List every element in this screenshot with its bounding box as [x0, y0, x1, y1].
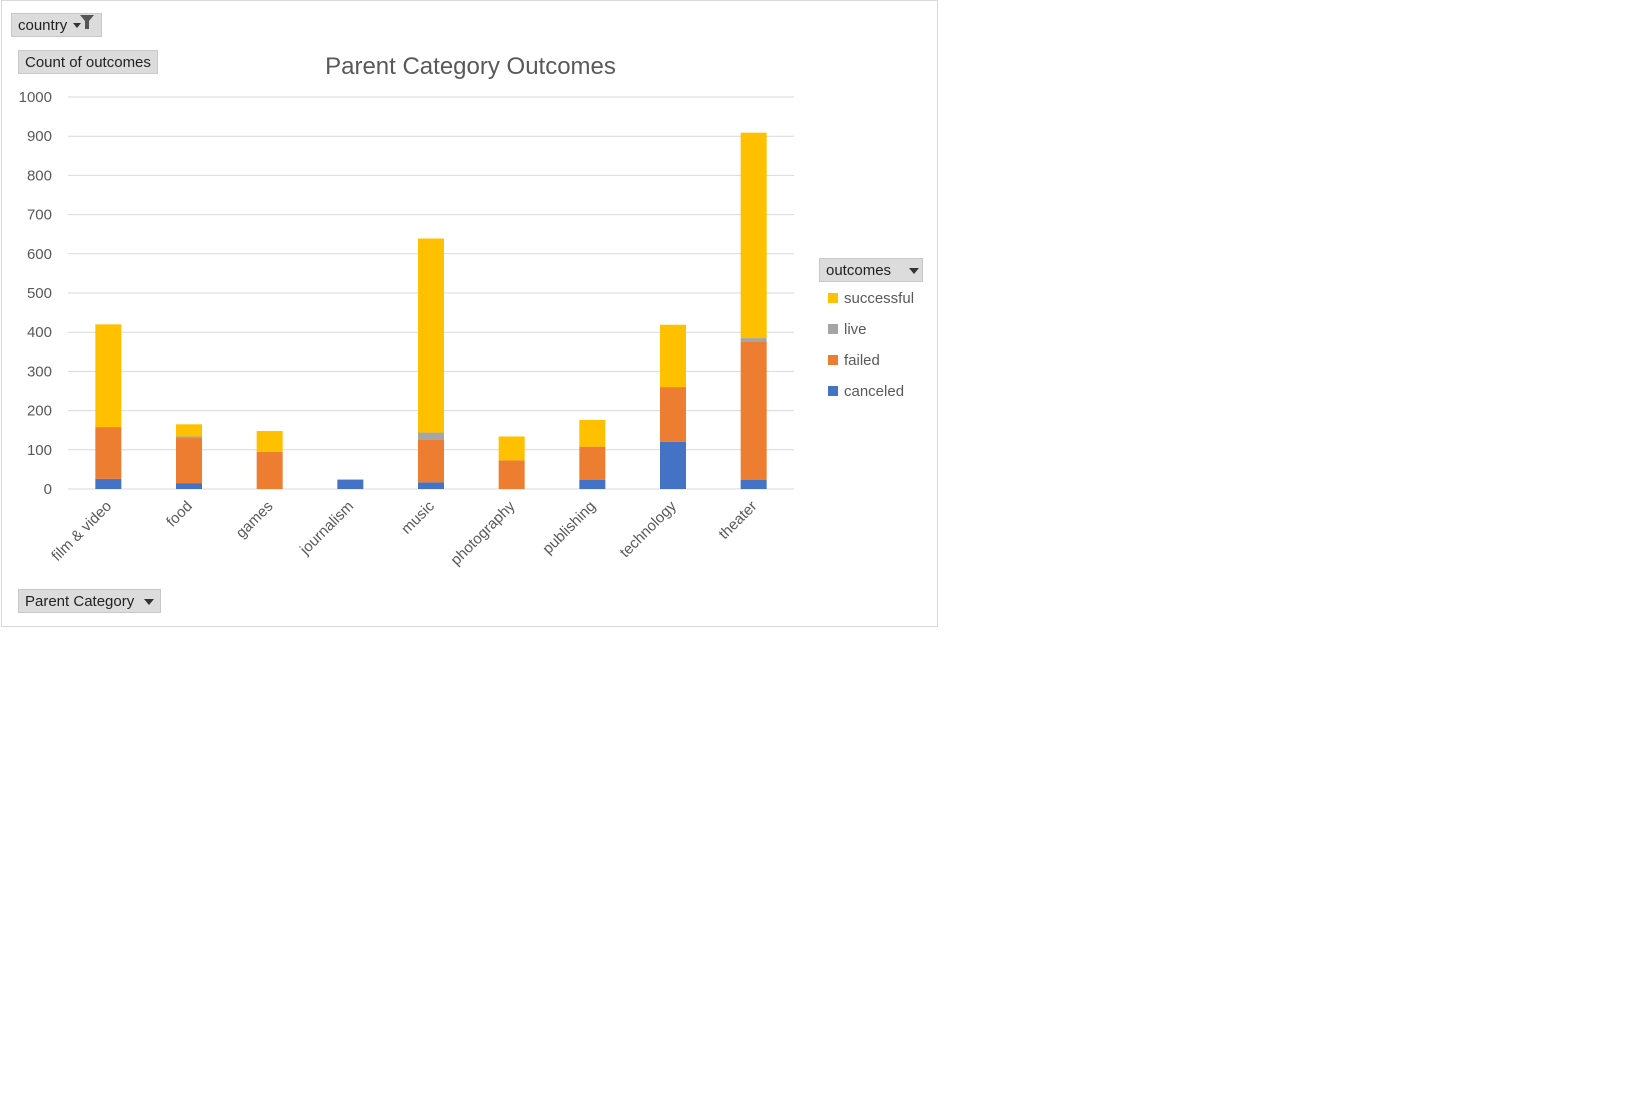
y-tick-label: 100 — [27, 442, 52, 459]
bar-segment-canceled — [176, 483, 202, 489]
chevron-down-icon — [144, 599, 155, 606]
axis-field-label: Parent Category — [25, 593, 135, 610]
legend-label: failed — [844, 352, 880, 369]
bar-segment-failed — [418, 439, 444, 483]
bar-segment-canceled — [337, 479, 364, 489]
legend-swatch — [828, 386, 838, 397]
bar-segment-successful — [256, 430, 283, 452]
y-tick-label: 700 — [27, 207, 52, 224]
x-tick-label: games — [233, 498, 277, 542]
chevron-down-icon — [909, 268, 920, 275]
legend-field-label: outcomes — [826, 262, 892, 279]
bar-segment-successful — [660, 324, 686, 388]
bar-segment-failed — [579, 446, 606, 480]
bar-segment-successful — [498, 436, 525, 461]
bar-segment-canceled — [418, 482, 444, 489]
bar-segment-failed — [660, 387, 686, 442]
y-tick-label: 600 — [27, 246, 52, 263]
bar-segment-successful — [418, 238, 444, 433]
country-filter-button[interactable]: country — [11, 13, 103, 38]
legend-item-canceled: canceled — [828, 382, 904, 402]
y-tick-label: 300 — [27, 363, 52, 380]
plot-area: 0 100 200 300 400 500 600 700 800 900 1000 film & v… — [19, 89, 794, 569]
x-tick-label: journalism — [296, 498, 357, 559]
y-tick-label: 200 — [27, 403, 52, 420]
bar-segment-canceled — [579, 479, 606, 489]
y-tick-label: 0 — [44, 481, 52, 498]
x-tick-label: theater — [715, 498, 760, 543]
x-tick-label: film & video — [48, 498, 115, 565]
bar-segment-canceled — [95, 478, 122, 489]
y-tick-label: 800 — [27, 167, 52, 184]
legend-item-failed: failed — [828, 351, 880, 371]
legend-item-live: live — [828, 320, 867, 340]
y-tick-label: 1000 — [19, 89, 52, 106]
value-field-text: Count of outcomes — [25, 54, 151, 71]
country-filter-label: country — [18, 17, 68, 34]
bar-segment-successful — [95, 324, 122, 428]
bar-segment-successful — [740, 132, 767, 339]
bar-segment-canceled — [660, 441, 686, 489]
bar-segment-live — [740, 338, 767, 342]
legend-item-successful: successful — [828, 289, 914, 309]
value-field-label: Count of outcomes — [18, 50, 158, 74]
bar-segment-live — [176, 436, 202, 439]
y-tick-label: 500 — [27, 285, 52, 302]
bar-segment-failed — [256, 451, 283, 489]
bar-segment-failed — [498, 460, 525, 489]
bar-segment-successful — [176, 424, 202, 437]
chart-frame: country Count of outcomes Parent Categor… — [1, 0, 938, 627]
legend-swatch — [828, 355, 838, 366]
bar-segment-failed — [176, 438, 202, 484]
legend-label: successful — [844, 290, 915, 307]
bar-segment-canceled — [740, 479, 767, 489]
axis-field-button[interactable]: Parent Category — [18, 589, 162, 613]
bar-segment-live — [418, 432, 444, 440]
y-tick-label: 900 — [27, 128, 52, 145]
filter-funnel-icon — [73, 14, 95, 38]
legend-swatch — [828, 293, 838, 304]
x-tick-label: photography — [447, 497, 518, 568]
bar-segment-failed — [740, 342, 767, 480]
x-tick-label: publishing — [539, 498, 599, 558]
bar-segment-successful — [579, 420, 606, 447]
x-tick-label: music — [398, 497, 438, 537]
legend-swatch — [828, 324, 838, 335]
legend-label: canceled — [844, 383, 905, 400]
chart-title: Parent Category Outcomes — [325, 53, 616, 80]
x-tick-label: technology — [616, 497, 680, 561]
y-tick-label: 400 — [27, 324, 52, 341]
bar-segment-failed — [95, 427, 122, 479]
legend-field-button[interactable]: outcomes — [819, 258, 923, 282]
legend-label: live — [844, 321, 867, 338]
x-tick-label: food — [163, 498, 196, 531]
